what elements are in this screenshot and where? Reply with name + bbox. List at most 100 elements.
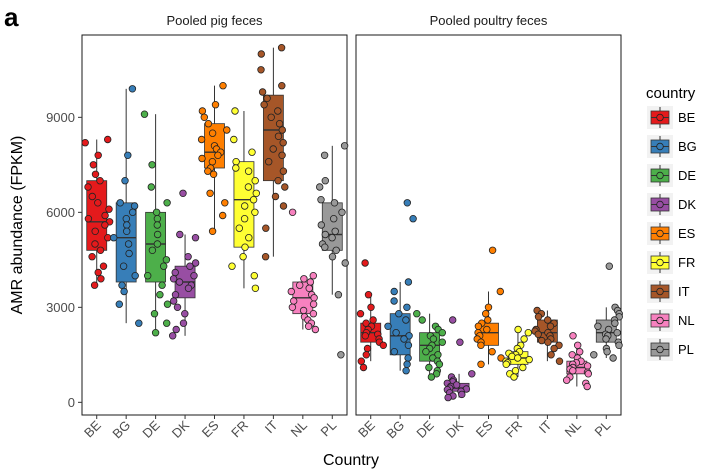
legend-point [656,171,664,180]
data-point-poultry-bg [403,303,411,311]
data-point-poultry-pl [609,354,617,362]
data-point-pig-de [163,300,172,308]
data-point-poultry-fr [520,335,528,343]
data-point-poultry-nl [583,382,591,391]
legend-label-be: BE [678,110,696,125]
box-poultry-nl [563,332,592,391]
data-point-pig-pl [316,183,324,191]
data-point-poultry-be [361,259,369,267]
data-point-pig-fr [244,167,253,175]
data-point-poultry-bg [402,367,410,375]
data-point-pig-bg [135,319,143,327]
box-poultry-de [413,310,446,381]
data-point-poultry-es [482,310,490,318]
y-tick-label: 0 [68,395,75,410]
data-point-poultry-fr [519,363,527,372]
data-point-poultry-be [359,363,368,372]
data-point-pig-bg [121,176,129,185]
data-point-poultry-bg [390,348,398,356]
data-point-pig-nl [304,322,313,330]
data-point-pig-bg [122,227,131,235]
data-point-pig-dk [179,189,187,197]
strip-title-poultry: Pooled poultry feces [430,13,548,28]
data-point-pig-de [153,240,162,248]
x-tick-label-nl: NL [288,418,310,440]
data-point-poultry-it [544,316,552,324]
data-point-pig-de [153,230,162,239]
data-point-poultry-bg [390,297,398,305]
data-point-pig-pl [334,291,343,299]
legend-point [656,142,664,151]
data-point-pig-be [103,135,112,144]
legend-item-fr: FR [647,251,695,274]
data-point-pig-nl [305,284,313,292]
data-point-poultry-nl [569,332,577,340]
data-point-pig-de [151,329,160,337]
data-point-pig-be [91,170,100,178]
y-axis-title: AMR abundance (FPKM) [9,136,26,315]
data-point-pig-it [274,176,282,185]
data-point-poultry-es [484,316,492,324]
data-point-pig-pl [338,208,346,216]
x-tick-label-it: IT [262,417,281,436]
data-point-pig-it [262,224,270,232]
data-point-pig-fr [248,148,256,156]
data-point-pig-nl [287,287,295,296]
data-point-poultry-nl [569,367,577,375]
data-point-pig-es [208,227,217,235]
data-point-pig-fr [240,202,249,210]
data-point-pig-it [278,81,286,90]
data-point-poultry-it [534,330,542,338]
data-point-poultry-es [488,348,496,356]
data-point-pig-nl [296,281,304,289]
data-point-pig-nl [290,297,298,305]
data-point-poultry-fr [525,355,533,364]
data-point-pig-pl [330,214,338,223]
data-point-pig-be [88,192,96,201]
data-point-pig-de [162,256,171,264]
data-point-pig-dk [168,332,177,340]
strip-title-pig: Pooled pig feces [166,13,263,28]
data-point-pig-it [274,107,282,115]
data-point-pig-it [265,157,273,166]
data-point-poultry-nl [583,362,592,370]
data-point-poultry-be [367,303,375,311]
data-point-pig-de [152,208,161,216]
data-point-pig-de [153,221,161,229]
data-point-poultry-it [546,322,555,330]
y-tick-label: 9000 [46,110,75,125]
legend-item-bg: BG [647,135,697,158]
data-point-poultry-dk [458,390,466,399]
data-point-pig-be [91,240,99,248]
data-point-pig-pl [340,142,349,150]
data-point-pig-it [269,145,277,153]
data-point-pig-bg [131,272,139,280]
strip-poultry [356,8,621,35]
panel-label: a [4,2,19,32]
data-point-pig-es [198,154,206,163]
data-point-pig-fr [232,164,240,172]
data-point-poultry-pl [602,335,610,343]
data-point-pig-dk [175,278,184,286]
data-point-poultry-fr [514,325,522,334]
data-point-poultry-dk [468,370,476,378]
data-point-poultry-de [425,363,433,372]
data-point-poultry-es [496,287,504,296]
data-point-pig-dk [184,253,192,261]
data-point-poultry-de [432,370,441,378]
data-point-pig-be [91,227,99,235]
box-pig-nl [287,208,320,334]
data-point-pig-it [281,183,289,191]
box-poultry-it [531,306,564,365]
strip-pig [82,8,347,35]
data-point-pig-es [223,126,231,134]
data-point-pig-it [279,138,287,147]
data-point-pig-it [274,132,283,140]
data-point-pig-fr [228,262,236,270]
data-point-pig-pl [332,246,340,254]
box-poultry-pl [590,262,623,362]
data-point-poultry-it [547,351,555,359]
data-point-pig-it [257,50,265,58]
data-point-poultry-bg [384,322,392,330]
data-point-poultry-pl [605,262,613,270]
